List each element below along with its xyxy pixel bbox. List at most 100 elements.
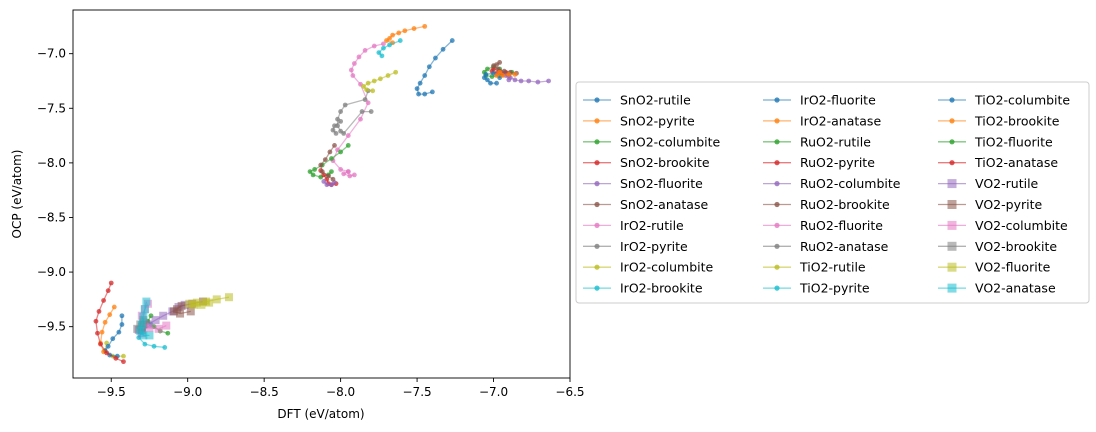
- data-point: [338, 149, 344, 155]
- y-tick-label: −8.0: [37, 156, 66, 170]
- data-point: [96, 308, 102, 314]
- data-point: [119, 313, 125, 319]
- legend-marker: [594, 222, 600, 228]
- x-tick-label: −7.0: [479, 385, 508, 399]
- legend-marker: [594, 264, 600, 270]
- legend-entry: IrO2-brookite: [583, 281, 703, 296]
- data-point: [101, 298, 106, 303]
- y-tick-label: −7.0: [37, 47, 66, 61]
- data-point: [351, 172, 357, 178]
- data-point: [364, 87, 370, 93]
- legend-label: TiO2-brookite: [974, 113, 1060, 128]
- data-point: [351, 61, 357, 66]
- legend-entry: VO2-pyrite: [938, 197, 1042, 212]
- data-point: [371, 78, 377, 84]
- legend-label: TiO2-pyrite: [799, 281, 870, 296]
- legend-marker: [949, 97, 955, 103]
- legend-marker: [594, 160, 600, 166]
- data-point: [113, 355, 119, 361]
- legend-label: VO2-rutile: [975, 176, 1039, 191]
- data-point: [154, 324, 163, 333]
- data-point: [359, 109, 365, 114]
- legend-label: TiO2-rutile: [799, 260, 866, 275]
- plot-frame: [72, 9, 571, 379]
- legend-label: IrO2-anatase: [800, 113, 881, 128]
- data-point: [491, 63, 496, 69]
- data-point: [397, 38, 403, 43]
- data-point: [370, 88, 376, 94]
- legend-marker: [774, 160, 780, 166]
- data-point: [329, 156, 334, 161]
- data-point: [151, 316, 160, 325]
- data-point: [95, 330, 100, 336]
- data-point: [347, 173, 353, 179]
- legend-entry: IrO2-anatase: [763, 113, 881, 128]
- legend-entry: SnO2-pyrite: [583, 113, 695, 128]
- data-point: [535, 79, 541, 85]
- legend-entry: TiO2-columbite: [938, 93, 1070, 108]
- data-point: [327, 149, 333, 155]
- data-point: [356, 54, 362, 60]
- legend-label: VO2-fluorite: [975, 260, 1051, 275]
- series-RuO2-anatase: [330, 118, 344, 136]
- legend-entry: TiO2-pyrite: [763, 281, 870, 296]
- data-point: [186, 307, 195, 316]
- data-point: [402, 28, 408, 34]
- series-line: [95, 282, 124, 363]
- data-point: [142, 297, 151, 306]
- data-point: [429, 89, 435, 95]
- legend-marker: [774, 243, 780, 249]
- data-point: [330, 127, 336, 133]
- legend-entry: SnO2-columbite: [583, 134, 721, 149]
- data-point: [546, 78, 551, 84]
- legend-marker: [594, 139, 600, 145]
- data-point: [358, 116, 363, 122]
- legend-label: VO2-columbite: [975, 218, 1068, 233]
- legend-entry: SnO2-fluorite: [583, 176, 703, 191]
- data-point: [485, 66, 490, 72]
- data-point: [342, 102, 348, 108]
- series-line: [336, 90, 372, 135]
- legend-entry: VO2-columbite: [938, 218, 1068, 233]
- data-point: [169, 307, 178, 316]
- y-tick-label: −8.5: [37, 210, 66, 224]
- legend-entry: VO2-rutile: [938, 176, 1039, 191]
- data-point: [506, 77, 512, 83]
- legend-label: TiO2-anatase: [974, 155, 1058, 170]
- data-point: [376, 50, 382, 55]
- data-point: [338, 167, 344, 172]
- data-point: [393, 69, 399, 75]
- data-point: [488, 80, 493, 86]
- legend: SnO2-rutile SnO2-pyrite SnO2-columbite SnO2…: [575, 81, 1090, 304]
- legend-label: SnO2-pyrite: [620, 113, 695, 128]
- legend-entry: VO2-anatase: [938, 281, 1056, 296]
- legend-label: RuO2-brookite: [800, 197, 890, 212]
- legend-label: IrO2-columbite: [620, 260, 714, 275]
- data-point: [107, 312, 113, 318]
- legend-entry: TiO2-rutile: [763, 260, 866, 275]
- data-point: [116, 329, 122, 335]
- legend-label: SnO2-fluorite: [620, 176, 703, 191]
- data-point: [159, 311, 168, 320]
- legend-label: SnO2-brookite: [620, 155, 710, 170]
- legend-entry: SnO2-brookite: [583, 155, 710, 170]
- data-point: [414, 86, 420, 92]
- legend-label: RuO2-rutile: [800, 134, 871, 149]
- legend-entry: IrO2-rutile: [583, 218, 684, 233]
- legend-entry: SnO2-anatase: [583, 197, 708, 212]
- series-SnO2-rutile: [414, 38, 455, 97]
- legend-label: RuO2-pyrite: [800, 155, 875, 170]
- x-tick-label: −8.0: [326, 385, 355, 399]
- data-point: [497, 69, 503, 75]
- data-point: [483, 72, 489, 77]
- data-point: [362, 97, 368, 102]
- data-point: [345, 133, 351, 138]
- data-point: [384, 38, 389, 43]
- series-RuO2-fluorite: [341, 169, 357, 179]
- legend-label: RuO2-fluorite: [800, 218, 883, 233]
- data-point: [494, 73, 499, 78]
- data-point: [104, 350, 110, 356]
- data-point: [512, 77, 518, 83]
- data-point: [377, 76, 383, 82]
